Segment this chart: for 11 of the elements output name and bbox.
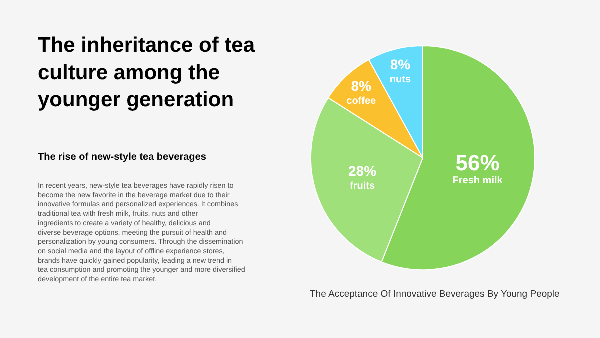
text: The Acceptance Of Innovative Beverages By Young People	[310, 289, 560, 300]
text: The rise of new-style tea beverages	[38, 152, 207, 163]
slice-label: fruits	[350, 181, 376, 192]
slice-label: coffee	[346, 96, 377, 108]
data-label: 8%	[351, 78, 372, 94]
data-label: 8%	[390, 56, 412, 73]
data-label: 56%	[456, 150, 500, 176]
slice-label: Fresh milk	[452, 176, 504, 187]
text: The inheritance of tea culture among the younger generation	[38, 34, 256, 112]
slice-label: nuts	[390, 74, 412, 86]
data-label: 28%	[348, 163, 378, 180]
